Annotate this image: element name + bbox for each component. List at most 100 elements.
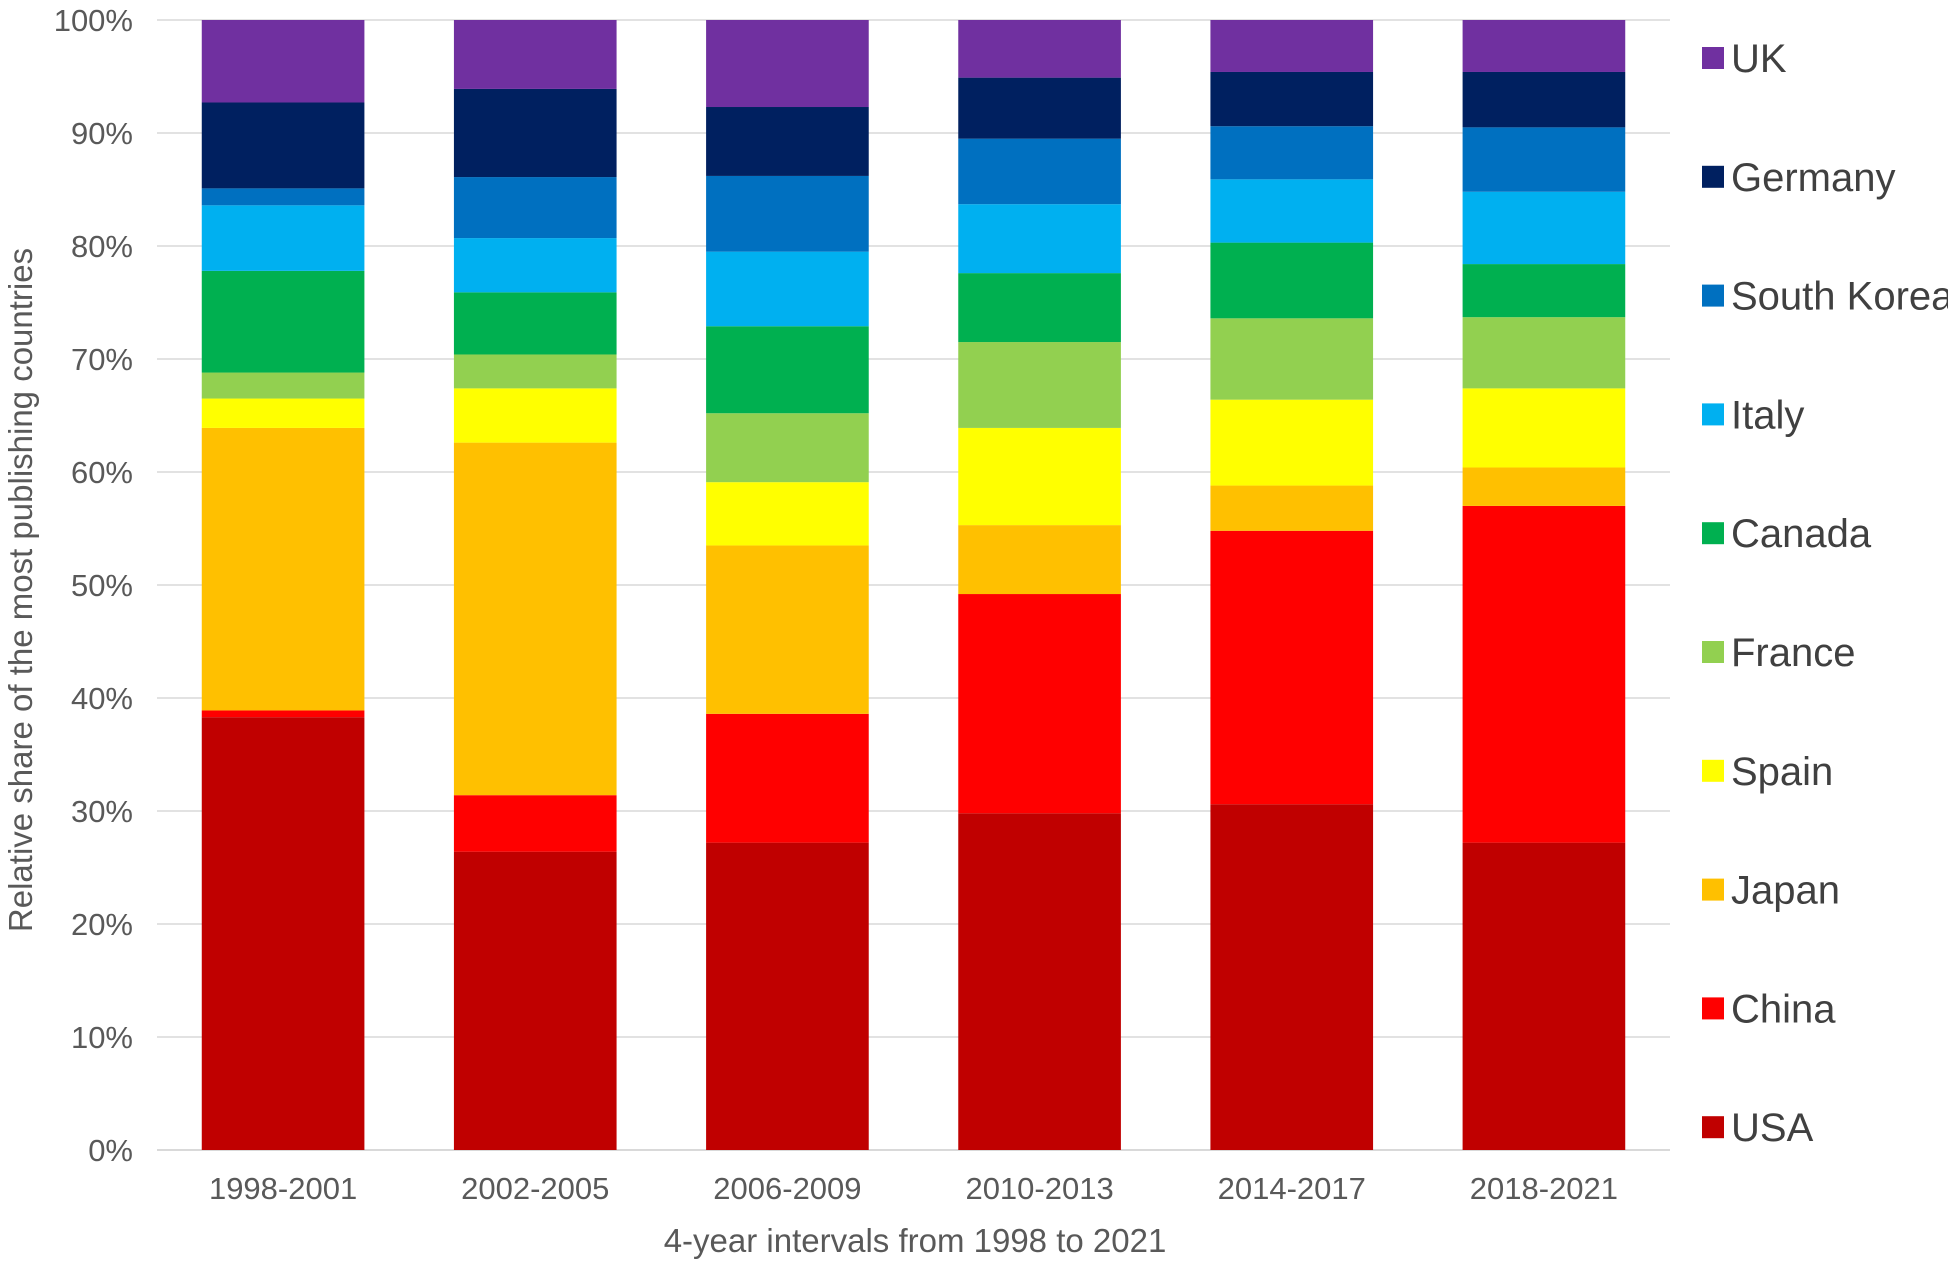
legend-label: UK xyxy=(1731,37,1787,81)
bar-segment-italy xyxy=(1210,179,1374,243)
bar-segment-usa xyxy=(453,851,617,1150)
x-tick-label: 2010-2013 xyxy=(965,1171,1113,1206)
y-tick-label: 20% xyxy=(71,907,133,942)
bar-segment-usa xyxy=(706,842,869,1150)
bar-segment-china xyxy=(453,795,617,852)
x-axis-tick-labels: 1998-2001 2002-2005 2006-2009 2010-2013 2014… xyxy=(209,1171,1618,1206)
bar-segment-spain xyxy=(958,427,1121,526)
legend-swatch xyxy=(1702,47,1724,69)
y-tick-label: 40% xyxy=(71,681,133,716)
legend-label: South Korea xyxy=(1731,275,1948,319)
bar-segment-france xyxy=(1210,318,1374,400)
bar-segment-china xyxy=(958,594,1121,814)
bar-segment-italy xyxy=(958,204,1121,274)
bar-segment-germany xyxy=(1210,71,1374,127)
y-tick-label: 90% xyxy=(71,116,133,151)
bar-segment-china xyxy=(706,713,869,843)
bar-segment-south-korea xyxy=(453,177,617,239)
legend-swatch xyxy=(1702,522,1724,545)
legend-swatch xyxy=(1702,641,1724,663)
bars xyxy=(201,20,1626,1150)
bar-segment-usa xyxy=(1210,804,1374,1150)
bar-segment-italy xyxy=(453,238,617,293)
bar-segment-germany xyxy=(706,107,869,176)
legend-swatch xyxy=(1702,1116,1724,1139)
x-tick-label: 1998-2001 xyxy=(209,1171,357,1206)
x-tick-label: 2014-2017 xyxy=(1218,1171,1366,1206)
bar-segment-canada xyxy=(706,326,869,414)
bar-segment-uk xyxy=(958,20,1121,78)
bar-segment-uk xyxy=(1462,20,1626,72)
bar-segment-france xyxy=(453,354,617,389)
legend-label: Japan xyxy=(1731,869,1840,913)
bar-segment-uk xyxy=(453,20,617,89)
gridlines xyxy=(157,19,1670,1151)
y-tick-label: 70% xyxy=(71,342,133,377)
bar-segment-south-korea xyxy=(1462,127,1626,192)
y-axis-tick-labels: 0% 10% 20% 30% 40% 50% 60% 70% 80% 90% 100% xyxy=(54,3,133,1168)
bar-segment-japan xyxy=(201,427,365,711)
legend-label: France xyxy=(1731,631,1856,675)
bar-segment-usa xyxy=(201,717,365,1150)
bar-segment-uk xyxy=(1210,20,1374,72)
bar-segment-japan xyxy=(1210,485,1374,531)
bar-segment-spain xyxy=(201,398,365,428)
bar-segment-uk xyxy=(706,20,869,108)
bar-segment-italy xyxy=(1462,191,1626,265)
legend-label: China xyxy=(1731,987,1836,1031)
bar-segment-spain xyxy=(706,482,869,546)
y-tick-label: 30% xyxy=(71,794,133,829)
bar-segment-south-korea xyxy=(1210,126,1374,180)
legend-swatch xyxy=(1702,878,1724,901)
bar-segment-japan xyxy=(958,525,1121,595)
legend-swatch xyxy=(1702,403,1724,426)
legend-swatch xyxy=(1702,165,1724,188)
bar-segment-china xyxy=(1210,530,1374,805)
y-tick-label: 50% xyxy=(71,568,133,603)
bar-segment-south-korea xyxy=(706,175,869,252)
bar-segment-uk xyxy=(201,20,365,103)
y-tick-label: 80% xyxy=(71,229,133,264)
legend: UK Germany South Korea Italy Canada France Spa… xyxy=(1702,37,1948,1150)
y-tick-label: 60% xyxy=(71,455,133,490)
bar-segment-usa xyxy=(958,813,1121,1150)
bar-segment-france xyxy=(201,372,365,399)
bar-segment-germany xyxy=(201,102,365,189)
legend-label: Canada xyxy=(1731,512,1872,556)
x-axis-title: 4-year intervals from 1998 to 2021 xyxy=(664,1222,1167,1259)
x-tick-label: 2018-2021 xyxy=(1470,1171,1618,1206)
bar-segment-italy xyxy=(706,251,869,327)
legend-label: Germany xyxy=(1731,156,1896,200)
legend-swatch xyxy=(1702,284,1724,307)
bar-segment-germany xyxy=(453,88,617,178)
bar-segment-italy xyxy=(201,205,365,271)
bar-segment-france xyxy=(706,413,869,483)
y-tick-label: 10% xyxy=(71,1020,133,1055)
bar-segment-france xyxy=(958,342,1121,428)
bar-segment-canada xyxy=(201,270,365,373)
legend-label: USA xyxy=(1731,1106,1814,1150)
bar-segment-canada xyxy=(453,292,617,355)
bar-segment-france xyxy=(1462,317,1626,389)
bar-segment-japan xyxy=(453,442,617,796)
bar-segment-south-korea xyxy=(201,188,365,206)
bar-segment-spain xyxy=(1462,388,1626,468)
bar-segment-germany xyxy=(1462,71,1626,128)
bar-segment-china xyxy=(201,710,365,718)
bar-segment-usa xyxy=(1462,842,1626,1150)
x-tick-label: 2006-2009 xyxy=(713,1171,861,1206)
y-tick-label: 0% xyxy=(88,1133,133,1168)
bar-segment-canada xyxy=(1462,264,1626,318)
legend-label: Spain xyxy=(1731,750,1833,794)
bar-segment-germany xyxy=(958,77,1121,139)
legend-label: Italy xyxy=(1731,393,1804,437)
bar-segment-spain xyxy=(453,388,617,443)
bar-segment-south-korea xyxy=(958,138,1121,205)
x-tick-label: 2002-2005 xyxy=(461,1171,609,1206)
y-axis-title: Relative share of the most publishing co… xyxy=(2,248,39,932)
bar-segment-china xyxy=(1462,505,1626,843)
bar-segment-japan xyxy=(1462,467,1626,506)
bar-segment-canada xyxy=(958,273,1121,343)
bar-segment-spain xyxy=(1210,399,1374,486)
